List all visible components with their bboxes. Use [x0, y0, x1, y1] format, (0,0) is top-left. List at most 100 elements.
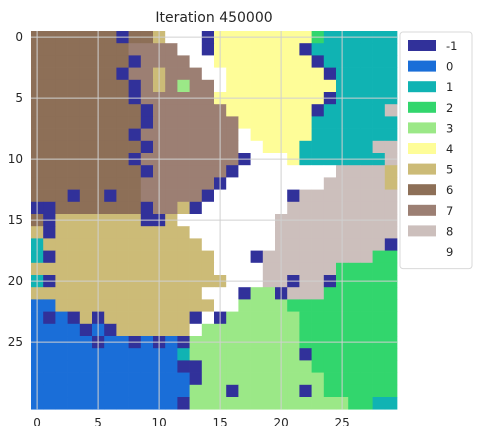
heatmap-cell	[67, 201, 81, 215]
heatmap-cell	[299, 165, 312, 178]
heatmap-cell	[262, 397, 276, 410]
heatmap-cell	[104, 299, 117, 312]
heatmap-cell	[116, 262, 129, 276]
heatmap-cell	[226, 79, 239, 93]
heatmap-cell	[177, 262, 190, 276]
heatmap-cell	[250, 323, 264, 337]
heatmap-cell	[55, 250, 68, 264]
heatmap-cell	[299, 360, 312, 373]
y-axis-ticks: 0 5 10 15 20 25	[8, 30, 23, 349]
heatmap-cell	[140, 226, 154, 239]
heatmap-cell	[165, 128, 178, 142]
heatmap-cell	[287, 55, 300, 68]
legend-swatch	[408, 163, 436, 175]
heatmap-cell	[177, 250, 190, 264]
heatmap-cell	[348, 128, 361, 142]
heatmap-cell	[250, 165, 264, 178]
heatmap-cell	[287, 323, 300, 337]
heatmap-cell	[177, 299, 190, 312]
heatmap-cell	[360, 67, 373, 81]
heatmap-cell	[165, 238, 178, 251]
heatmap-cell	[360, 250, 373, 264]
heatmap-cell	[287, 201, 300, 215]
heatmap-cell	[238, 323, 251, 337]
heatmap-cell	[55, 55, 68, 68]
heatmap-cell	[116, 140, 129, 154]
heatmap-cell	[116, 226, 129, 239]
heatmap-cell	[384, 128, 398, 142]
heatmap-cell	[116, 116, 129, 129]
heatmap-cell	[238, 360, 251, 373]
heatmap-cell	[348, 43, 361, 56]
heatmap-cell	[311, 165, 325, 178]
heatmap-cell	[140, 299, 154, 312]
heatmap-cell	[128, 348, 142, 361]
heatmap-cell	[201, 323, 215, 337]
heatmap-cell	[226, 55, 239, 68]
heatmap-cell	[189, 348, 203, 361]
heatmap-cell	[140, 348, 154, 361]
heatmap-cell	[372, 43, 386, 56]
heatmap-cell	[128, 67, 142, 81]
heatmap-cell	[189, 311, 203, 325]
heatmap-cell	[201, 55, 215, 68]
heatmap-cell	[287, 262, 300, 276]
heatmap-cell	[262, 238, 276, 251]
heatmap-cell	[311, 226, 325, 239]
heatmap-cell	[299, 55, 312, 68]
heatmap-cell	[238, 311, 251, 325]
heatmap-cell	[250, 226, 264, 239]
heatmap-cell	[128, 262, 142, 276]
heatmap-cell	[165, 384, 178, 398]
heatmap-cell	[128, 384, 142, 398]
y-tick-label: 5	[15, 91, 23, 105]
heatmap-cell	[67, 311, 81, 325]
heatmap-cell	[226, 140, 239, 154]
heatmap-cell	[372, 323, 386, 337]
heatmap-cell	[226, 384, 239, 398]
heatmap-cell	[201, 250, 215, 264]
heatmap-cell	[299, 397, 312, 410]
heatmap-cell	[55, 189, 68, 203]
heatmap-cell	[43, 372, 56, 386]
heatmap-cell	[201, 67, 215, 81]
heatmap-cell	[128, 55, 142, 68]
heatmap-cell	[140, 140, 154, 154]
heatmap-cell	[250, 384, 264, 398]
heatmap-cell	[299, 323, 312, 337]
heatmap-cell	[238, 397, 251, 410]
heatmap-cell	[177, 116, 190, 129]
heatmap-cell	[177, 311, 190, 325]
heatmap-cell	[165, 226, 178, 239]
heatmap-cell	[79, 397, 93, 410]
legend-swatch	[408, 246, 436, 257]
heatmap-cell	[140, 128, 154, 142]
heatmap-cell	[189, 287, 203, 300]
heatmap-cell	[226, 189, 239, 203]
heatmap-cell	[43, 299, 56, 312]
heatmap-cell	[116, 238, 129, 251]
heatmap-cell	[67, 116, 81, 129]
heatmap-cell	[128, 116, 142, 129]
heatmap-cell	[384, 397, 398, 410]
heatmap-cell	[104, 79, 117, 93]
legend-swatch	[408, 81, 436, 93]
heatmap-cell	[262, 67, 276, 81]
heatmap-cell	[177, 177, 190, 190]
heatmap-cell	[323, 165, 337, 178]
heatmap-cell	[348, 299, 361, 312]
heatmap-cell	[348, 397, 361, 410]
heatmap-cell	[323, 116, 337, 129]
heatmap-cell	[55, 104, 68, 117]
heatmap-cell	[299, 311, 312, 325]
heatmap-cell	[116, 311, 129, 325]
heatmap-cell	[262, 165, 276, 178]
heatmap-cell	[226, 128, 239, 142]
heatmap-cell	[299, 299, 312, 312]
legend-swatch	[408, 225, 436, 237]
heatmap-cell	[116, 67, 129, 81]
heatmap-cell	[67, 348, 81, 361]
heatmap-cell	[360, 262, 373, 276]
heatmap-cell	[43, 201, 56, 215]
heatmap-cell	[140, 177, 154, 190]
